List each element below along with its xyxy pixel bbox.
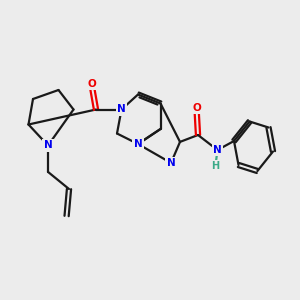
Text: N: N: [167, 158, 176, 168]
Text: H: H: [211, 161, 220, 171]
Text: N: N: [213, 145, 222, 155]
Text: O: O: [87, 79, 96, 89]
Text: O: O: [192, 103, 201, 113]
Text: N: N: [134, 139, 142, 149]
Text: N: N: [44, 140, 52, 151]
Text: N: N: [117, 104, 126, 115]
